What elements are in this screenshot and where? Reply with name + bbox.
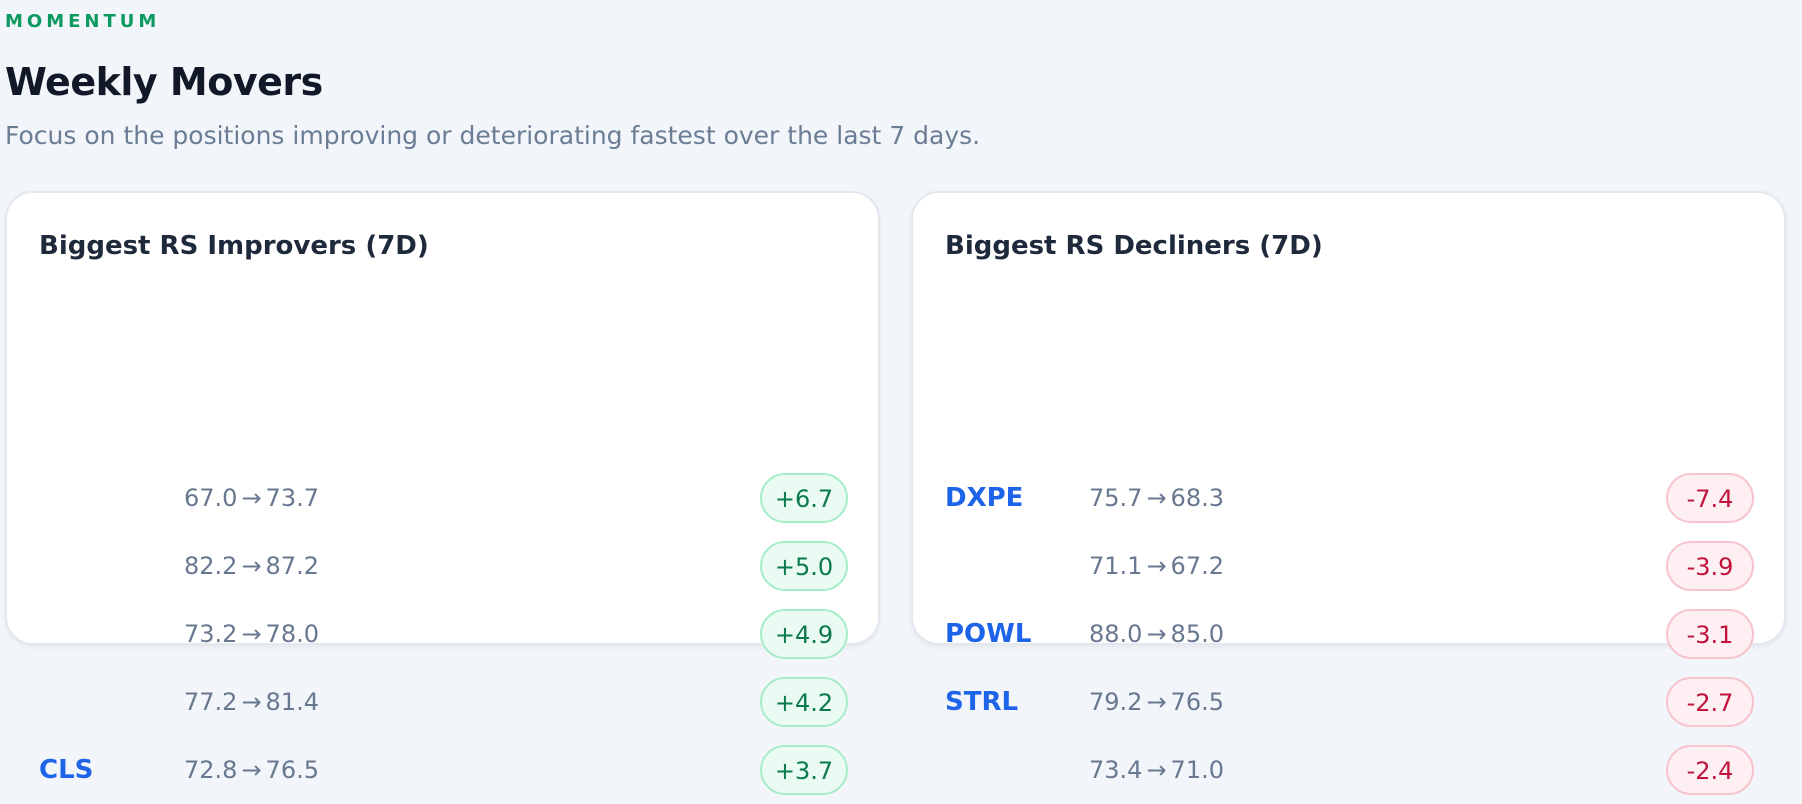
rs-to: 78.0 bbox=[265, 620, 319, 648]
eyebrow-label: MOMENTUM bbox=[5, 11, 161, 32]
rs-to: 76.5 bbox=[1170, 688, 1224, 716]
rs-range: 82.2 → 87.2 bbox=[184, 532, 319, 600]
improver-row: 73.2 → 78.0 +4.9 bbox=[7, 600, 878, 668]
ticker-link[interactable]: CLS bbox=[39, 755, 94, 785]
rs-change-badge: -2.4 bbox=[1666, 745, 1754, 795]
rs-change-badge: +4.9 bbox=[760, 609, 848, 659]
page-title: Weekly Movers bbox=[5, 60, 323, 104]
rs-change-badge: +6.7 bbox=[760, 473, 848, 523]
rs-from: 72.8 bbox=[184, 756, 238, 784]
arrow-right-icon: → bbox=[1146, 688, 1167, 716]
rs-to: 85.0 bbox=[1170, 620, 1224, 648]
rs-from: 82.2 bbox=[184, 552, 238, 580]
rs-from: 88.0 bbox=[1089, 620, 1143, 648]
improver-row: 67.0 → 73.7 +6.7 bbox=[7, 464, 878, 532]
decliner-row: POWL 88.0 → 85.0 -3.1 bbox=[913, 600, 1784, 668]
rs-change-badge: +3.7 bbox=[760, 745, 848, 795]
rs-to: 73.7 bbox=[265, 484, 319, 512]
rs-from: 67.0 bbox=[184, 484, 238, 512]
decliner-row: DXPE 75.7 → 68.3 -7.4 bbox=[913, 464, 1784, 532]
rs-change-badge: +4.2 bbox=[760, 677, 848, 727]
rs-change-badge: +5.0 bbox=[760, 541, 848, 591]
decliner-row: 71.1 → 67.2 -3.9 bbox=[913, 532, 1784, 600]
rs-range: 79.2 → 76.5 bbox=[1089, 668, 1224, 736]
rs-change-badge: -3.1 bbox=[1666, 609, 1754, 659]
arrow-right-icon: → bbox=[241, 688, 262, 716]
rs-range: 73.4 → 71.0 bbox=[1089, 736, 1224, 804]
arrow-right-icon: → bbox=[241, 552, 262, 580]
decliner-row: STRL 79.2 → 76.5 -2.7 bbox=[913, 668, 1784, 736]
rs-range: 72.8 → 76.5 bbox=[184, 736, 319, 804]
rs-to: 67.2 bbox=[1170, 552, 1224, 580]
improvers-card: Biggest RS Improvers (7D) 67.0 → 73.7 +6.7… bbox=[5, 191, 880, 795]
arrow-right-icon: → bbox=[241, 756, 262, 784]
rs-change-badge: -3.9 bbox=[1666, 541, 1754, 591]
ticker-link[interactable]: STRL bbox=[945, 687, 1019, 717]
arrow-right-icon: → bbox=[241, 620, 262, 648]
rs-from: 75.7 bbox=[1089, 484, 1143, 512]
rs-change-badge: -7.4 bbox=[1666, 473, 1754, 523]
improver-row: 77.2 → 81.4 +4.2 bbox=[7, 668, 878, 736]
rs-range: 73.2 → 78.0 bbox=[184, 600, 319, 668]
rs-to: 71.0 bbox=[1170, 756, 1224, 784]
rs-to: 87.2 bbox=[265, 552, 319, 580]
improver-row: 82.2 → 87.2 +5.0 bbox=[7, 532, 878, 600]
decliner-row: 73.4 → 71.0 -2.4 bbox=[913, 736, 1784, 804]
rs-range: 77.2 → 81.4 bbox=[184, 668, 319, 736]
rs-range: 71.1 → 67.2 bbox=[1089, 532, 1224, 600]
rs-to: 68.3 bbox=[1170, 484, 1224, 512]
ticker-link[interactable]: POWL bbox=[945, 619, 1032, 649]
improver-row: CLS 72.8 → 76.5 +3.7 bbox=[7, 736, 878, 804]
arrow-right-icon: → bbox=[1146, 484, 1167, 512]
decliners-card-title: Biggest RS Decliners (7D) bbox=[945, 231, 1323, 261]
decliners-card: Biggest RS Decliners (7D) DXPE 75.7 → 68.3… bbox=[911, 191, 1786, 795]
arrow-right-icon: → bbox=[241, 484, 262, 512]
improvers-card-title: Biggest RS Improvers (7D) bbox=[39, 231, 429, 261]
rs-from: 77.2 bbox=[184, 688, 238, 716]
rs-from: 73.4 bbox=[1089, 756, 1143, 784]
page-subtitle: Focus on the positions improving or dete… bbox=[5, 121, 981, 150]
rs-from: 73.2 bbox=[184, 620, 238, 648]
ticker-link[interactable]: DXPE bbox=[945, 483, 1024, 513]
arrow-right-icon: → bbox=[1146, 756, 1167, 784]
arrow-right-icon: → bbox=[1146, 552, 1167, 580]
rs-from: 71.1 bbox=[1089, 552, 1143, 580]
arrow-right-icon: → bbox=[1146, 620, 1167, 648]
rs-range: 75.7 → 68.3 bbox=[1089, 464, 1224, 532]
rs-change-badge: -2.7 bbox=[1666, 677, 1754, 727]
rs-range: 67.0 → 73.7 bbox=[184, 464, 319, 532]
rs-to: 81.4 bbox=[265, 688, 319, 716]
rs-to: 76.5 bbox=[265, 756, 319, 784]
rs-range: 88.0 → 85.0 bbox=[1089, 600, 1224, 668]
rs-from: 79.2 bbox=[1089, 688, 1143, 716]
